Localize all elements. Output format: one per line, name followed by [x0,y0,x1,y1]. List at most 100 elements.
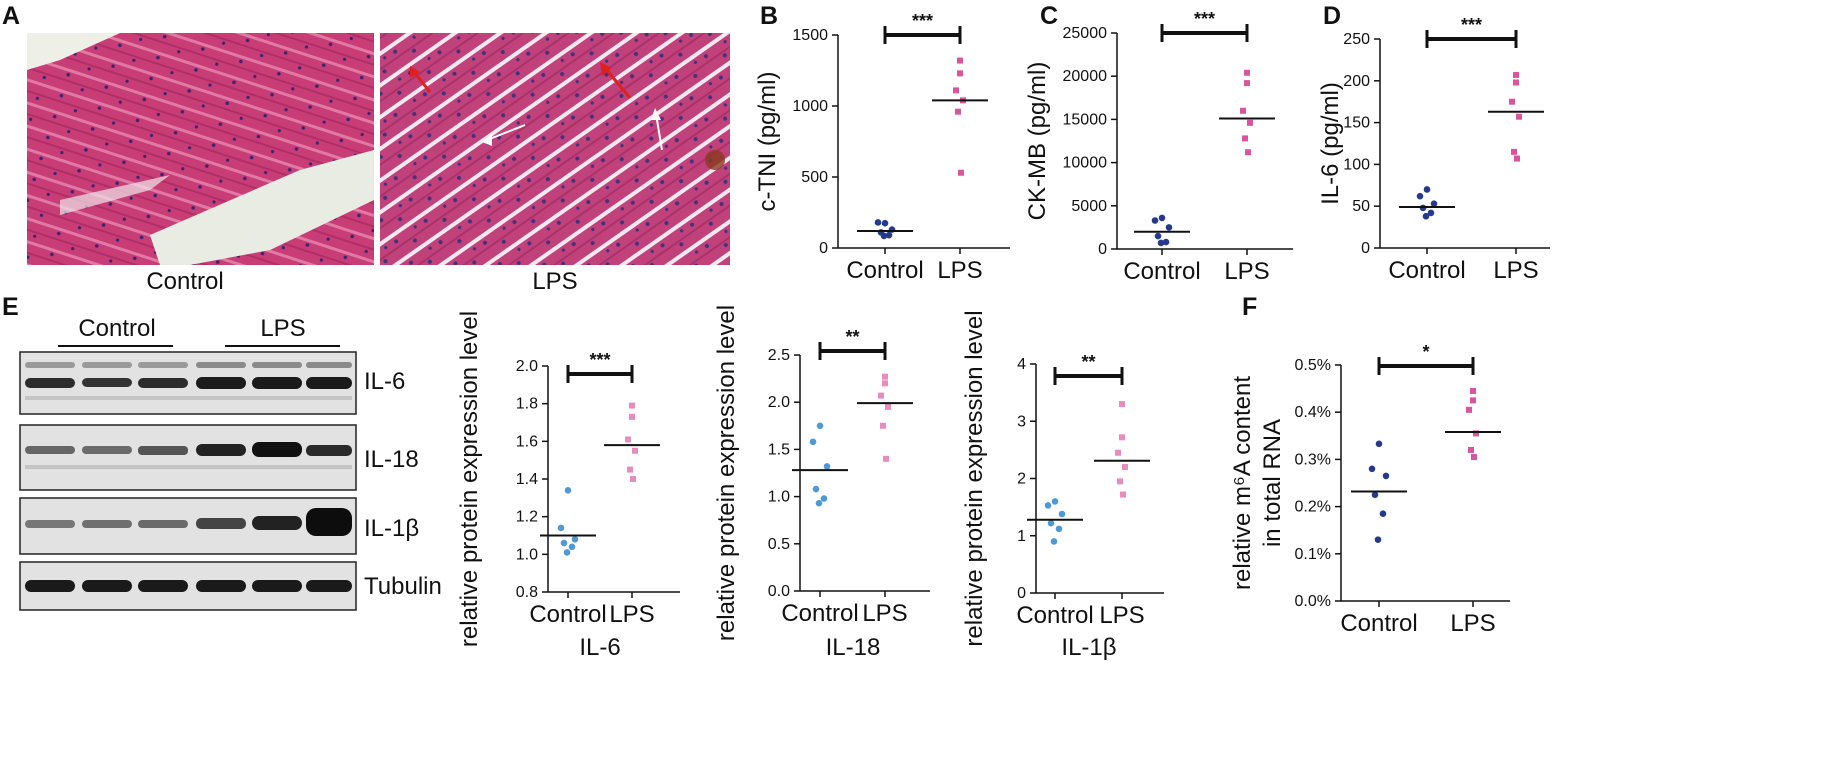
chart-e3-y-axis-label: relative protein expression level [961,310,988,646]
chart-e2-x-axis-label: IL-18 [826,634,881,661]
chart-e2-category-label: LPS [862,600,907,627]
chart-e2-y-tick-label: 2.5 [768,347,790,364]
blot-band-label-il1b: IL-1β [364,515,419,542]
chart-e1-significance-label: *** [589,350,610,370]
blot-group-control: Control [78,315,155,342]
chart-e2-point-lps [880,422,886,429]
chart-b-point-control [881,219,889,227]
chart-e3-y-tick-label: 2 [1017,471,1026,488]
panel-label-c: C [1040,2,1058,30]
blot-strip-il1b [19,497,357,555]
chart-b-category-label: LPS [937,257,982,284]
chart-d-y-tick-label: 250 [1343,31,1370,48]
chart-e3-y-tick-label: 4 [1017,356,1026,373]
chart-e1-y-tick-label: 0.8 [516,584,538,601]
chart-d-point-lps [1516,113,1522,120]
chart-e2-point-lps [882,373,888,380]
chart-e2-point-control [816,422,824,430]
chart-f-y-tick-label: 0.1% [1295,546,1331,563]
chart-c-point-lps [1244,80,1250,87]
chart-f-category-label: LPS [1450,610,1495,637]
chart-e2-point-lps [883,455,889,462]
chart-b-point-lps [957,57,963,64]
histology-control-image [27,33,374,265]
chart-e1-y-tick-label: 1.2 [516,509,538,526]
chart-b-y-tick-label: 500 [801,169,828,186]
blot-strip-tubulin [19,561,357,611]
chart-b-point-control [885,231,893,239]
chart-f-significance-label: * [1422,342,1429,362]
chart-d-point-lps [1513,71,1519,78]
chart-c-category-label: LPS [1224,258,1269,285]
chart-e3-y-tick-label: 3 [1017,413,1026,430]
chart-e3-point-control [1055,525,1063,533]
blot-band-label-il18: IL-18 [364,446,419,473]
chart-e-il18-protein: 0.0 0.5 1.0 1.5 2.0 2.5 Control LPS relative pro… [713,305,930,661]
chart-c-point-lps [1244,69,1250,76]
blot-strip-il18 [19,424,357,491]
chart-d-point-control [1427,209,1435,217]
chart-e2-point-lps [885,403,891,410]
chart-c-significance-label: *** [1194,9,1215,29]
chart-f-point-control [1375,440,1383,448]
chart-e2-y-tick-label: 2.0 [768,394,790,411]
chart-e2-point-control [820,495,828,502]
chart-e2-category-label: Control [781,600,858,627]
chart-b-point-lps [955,108,961,115]
chart-c-y-tick-label: 10000 [1063,155,1108,172]
panel-label-d: D [1323,2,1341,30]
chart-b-significance-label: *** [912,11,933,31]
chart-e1-point-control [560,539,568,547]
chart-b-point-lps [957,70,963,77]
chart-e1-category-label: Control [529,601,606,628]
chart-d-y-tick-label: 100 [1343,156,1370,173]
chart-c-ckmb: 0 5000 10000 15000 20000 25000 Control LPS CK-MB… [1024,9,1293,285]
chart-e1-y-tick-label: 1.6 [516,433,538,450]
chart-c-point-control [1157,239,1165,247]
chart-e1-point-control [568,543,576,551]
chart-b-point-lps [958,169,964,176]
chart-e2-y-axis-label: relative protein expression level [713,305,740,641]
blot-band-label-il6: IL-6 [364,368,405,395]
chart-e1-y-tick-label: 1.0 [516,546,538,563]
chart-c-y-tick-label: 25000 [1063,25,1108,42]
chart-d-point-control [1430,200,1438,207]
chart-f-point-lps [1470,397,1476,404]
chart-e-il1b-protein: 0 1 2 3 4 Control LPS relative protein expressi… [961,310,1164,661]
chart-f-point-lps [1470,387,1476,394]
chart-e1-point-lps [629,413,635,420]
chart-e3-point-control [1047,519,1055,527]
chart-f-point-control [1371,491,1379,499]
chart-e2-point-control [815,499,823,507]
chart-c-point-lps [1242,135,1248,142]
chart-e2-y-tick-label: 1.5 [768,441,790,458]
chart-f-y-tick-label: 0.2% [1295,499,1331,516]
blot-band-label-tubulin: Tubulin [364,573,442,600]
panel-label-e: E [2,293,19,321]
chart-f-point-lps [1466,406,1472,413]
chart-e3-y-tick-label: 1 [1017,528,1026,545]
chart-e1-point-control [571,535,579,543]
chart-f-point-lps [1471,454,1477,461]
chart-e3-category-label: Control [1016,602,1093,629]
chart-e1-point-control [557,524,565,532]
chart-e1-point-lps [625,436,631,443]
chart-c-point-lps [1247,119,1253,126]
chart-e2-point-control [812,485,820,493]
chart-e1-point-lps [629,402,635,409]
panel-label-a: A [2,2,20,30]
blot-group-lps: LPS [260,315,305,342]
chart-e1-point-control [563,549,571,556]
panel-label-f: F [1242,293,1257,321]
chart-f-y-axis-label: relative m⁶A content in total RNA [1229,376,1286,590]
chart-e3-y-tick-label: 0 [1017,585,1026,602]
chart-f-y-tick-label: 0.3% [1295,451,1331,468]
chart-f-point-control [1379,510,1387,517]
chart-e3-point-control [1044,502,1052,509]
chart-e-il6-protein: 0.8 1.0 1.2 1.4 1.6 1.8 2.0 Control LPS relative … [456,311,680,661]
chart-b-point-lps [953,87,959,94]
chart-f-y-tick-label: 0.4% [1295,404,1331,421]
chart-e1-point-lps [630,476,636,482]
chart-e1-y-axis-label: relative protein expression level [456,311,483,647]
chart-c-point-control [1158,214,1166,222]
